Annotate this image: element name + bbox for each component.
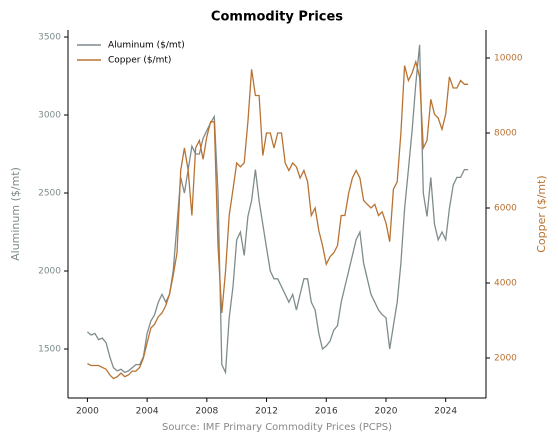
legend-label: Aluminum ($/mt) bbox=[108, 41, 185, 51]
y-tick-label: 3000 bbox=[38, 111, 61, 121]
y2-tick-label: 2000 bbox=[494, 353, 517, 363]
y-tick-label: 2000 bbox=[38, 267, 61, 277]
y2-tick-label: 8000 bbox=[494, 129, 517, 139]
x-tick-label: 2020 bbox=[375, 407, 398, 417]
y-tick-label: 1500 bbox=[38, 345, 61, 355]
y-tick-label: 3500 bbox=[38, 33, 61, 43]
y-tick-label: 2500 bbox=[38, 189, 61, 199]
series-line bbox=[87, 59, 469, 380]
y2-axis-label: Copper ($/mt) bbox=[535, 175, 548, 252]
x-axis-label: Source: IMF Primary Commodity Prices (PC… bbox=[162, 422, 392, 433]
series-line bbox=[86, 44, 469, 375]
chart-title: Commodity Prices bbox=[211, 10, 343, 25]
x-tick-label: 2024 bbox=[434, 407, 457, 417]
x-tick-label: 2004 bbox=[136, 407, 159, 417]
y-axis-label: Aluminum ($/mt) bbox=[9, 167, 22, 261]
x-tick-label: 2000 bbox=[76, 407, 99, 417]
y2-tick-label: 10000 bbox=[494, 54, 523, 64]
y2-tick-label: 4000 bbox=[494, 278, 517, 288]
legend-label: Copper ($/mt) bbox=[108, 56, 171, 66]
x-tick-label: 2016 bbox=[315, 407, 338, 417]
x-tick-label: 2012 bbox=[255, 407, 278, 417]
x-tick-label: 2008 bbox=[195, 407, 218, 417]
y2-tick-label: 6000 bbox=[494, 204, 517, 214]
